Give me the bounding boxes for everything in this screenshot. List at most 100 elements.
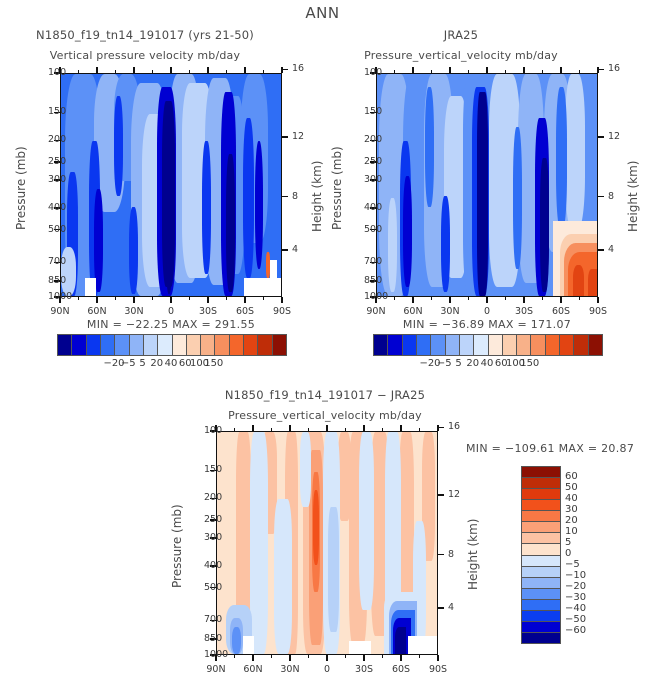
colorbar-swatch-5	[129, 335, 144, 355]
x-tick-diff	[289, 655, 291, 661]
colorbar-ticklabel: 50	[565, 481, 578, 493]
y-tick-obs	[370, 161, 376, 163]
x-tick-top-model	[133, 67, 135, 73]
field-blob	[226, 153, 235, 292]
x-tick-model	[281, 297, 283, 303]
x-tick-diff	[270, 655, 272, 659]
y-tick-obs	[370, 179, 376, 181]
x-ticklabel-model: 0	[167, 306, 175, 317]
colorbar-ticklabel: 5	[455, 358, 462, 369]
colorbar-swatch-10	[201, 335, 216, 355]
panel-variable-diff: Pressure_vertical_velocity mb/day	[228, 409, 422, 422]
field-blob	[61, 247, 77, 296]
field-blob	[235, 432, 252, 654]
x-ticklabel-obs: 90S	[588, 306, 608, 317]
field-blob	[328, 507, 340, 632]
colorbar-swatch-9	[186, 335, 202, 355]
y2-ticklabel-model: 12	[292, 130, 305, 142]
field-blob	[425, 87, 435, 208]
colorbar-ticklabel: −30	[565, 591, 587, 603]
colorbar-model[interactable]	[57, 334, 287, 356]
x-ticklabel-model: 90N	[50, 306, 70, 317]
x-ticklabel-model: 30S	[198, 306, 218, 317]
colorbar-swatch-6	[143, 335, 159, 355]
x-tick-diff	[344, 655, 346, 659]
colorbar-swatch-2	[402, 335, 417, 355]
x-tick-top-diff	[233, 427, 235, 431]
colorbar-swatch-15	[588, 335, 602, 355]
colorbar-ticklabel: 30	[565, 503, 578, 515]
figure-suptitle: ANN	[305, 4, 340, 22]
x-tick-top-obs	[430, 69, 432, 73]
x-tick-top-diff	[307, 427, 309, 431]
colorbar-diff[interactable]	[521, 466, 561, 644]
x-tick-top-model	[151, 69, 153, 73]
x-ticklabel-diff: 90S	[428, 664, 448, 675]
field-blob	[254, 140, 264, 270]
y2-tick-model	[282, 68, 288, 71]
x-tick-obs	[430, 297, 432, 301]
x-ticklabel-diff: 30N	[280, 664, 300, 675]
colorbar-swatch-14	[522, 621, 560, 633]
y-tick-diff	[210, 469, 216, 472]
y-tick-diff	[210, 586, 216, 589]
x-tick-top-model	[188, 69, 190, 73]
colorbar-swatch-1	[388, 335, 403, 355]
colorbar-swatch-13	[244, 335, 259, 355]
x-ticklabel-model: 90S	[272, 306, 292, 317]
colorbar-swatch-3	[522, 500, 560, 512]
field-blob	[403, 176, 413, 288]
colorbar-ticklabel: −5	[565, 558, 580, 570]
field-blob	[242, 118, 254, 279]
x-tick-top-obs	[467, 69, 469, 73]
x-tick-model	[244, 297, 246, 303]
x-ticklabel-obs: 90N	[366, 306, 386, 317]
x-tick-top-obs	[412, 67, 414, 73]
colorbar-swatch-9	[502, 335, 518, 355]
field-blob	[66, 171, 78, 296]
y-tick-diff	[210, 430, 216, 432]
y2-ticklabel-obs: 8	[608, 190, 615, 202]
field-blob	[479, 105, 486, 292]
colorbar-swatch-9	[522, 566, 560, 578]
y2-ticklabel-diff: 8	[448, 548, 455, 560]
y2-tick-diff	[438, 607, 444, 609]
y-tick-obs	[370, 207, 376, 209]
x-tick-model	[114, 297, 116, 301]
x-tick-obs	[449, 297, 451, 303]
field-blob	[388, 198, 397, 292]
colorbar-ticklabel: 60	[565, 470, 578, 482]
x-ticklabel-model: 60N	[87, 306, 107, 317]
field-blob	[421, 432, 435, 561]
colorbar-ticklabel: 5	[565, 536, 572, 548]
colorbar-obs[interactable]	[373, 334, 603, 356]
y-tick-model	[54, 139, 60, 142]
x-tick-top-obs	[597, 67, 599, 73]
x-tick-model	[133, 297, 135, 303]
x-tick-obs	[467, 297, 469, 301]
panel-title-obs: JRA25	[443, 28, 479, 42]
y2-ticklabel-obs: 4	[608, 243, 615, 255]
colorbar-ticklabel: 150	[520, 358, 540, 369]
x-tick-top-diff	[270, 427, 272, 431]
x-tick-top-obs	[523, 67, 525, 73]
x-tick-top-obs	[375, 67, 377, 73]
colorbar-swatch-12	[545, 335, 561, 355]
colorbar-swatch-1	[522, 478, 560, 490]
colorbar-ticklabel: 40	[480, 358, 494, 369]
field-blob	[129, 207, 138, 294]
y2-axis-label-model: Height (km)	[310, 160, 324, 232]
x-tick-top-model	[244, 67, 246, 73]
colorbar-swatch-14	[258, 335, 273, 355]
x-tick-top-obs	[578, 69, 580, 73]
x-tick-top-obs	[504, 69, 506, 73]
x-tick-top-diff	[418, 427, 420, 431]
colorbar-swatch-13	[522, 610, 560, 622]
y-tick-model	[54, 111, 60, 114]
colorbar-ticklabel: 0	[565, 547, 572, 559]
colorbar-ticklabel: −20	[103, 358, 125, 369]
x-tick-top-obs	[449, 67, 451, 73]
colorbar-swatch-6	[459, 335, 475, 355]
y2-tick-obs	[598, 68, 604, 71]
colorbar-swatch-6	[522, 533, 560, 545]
